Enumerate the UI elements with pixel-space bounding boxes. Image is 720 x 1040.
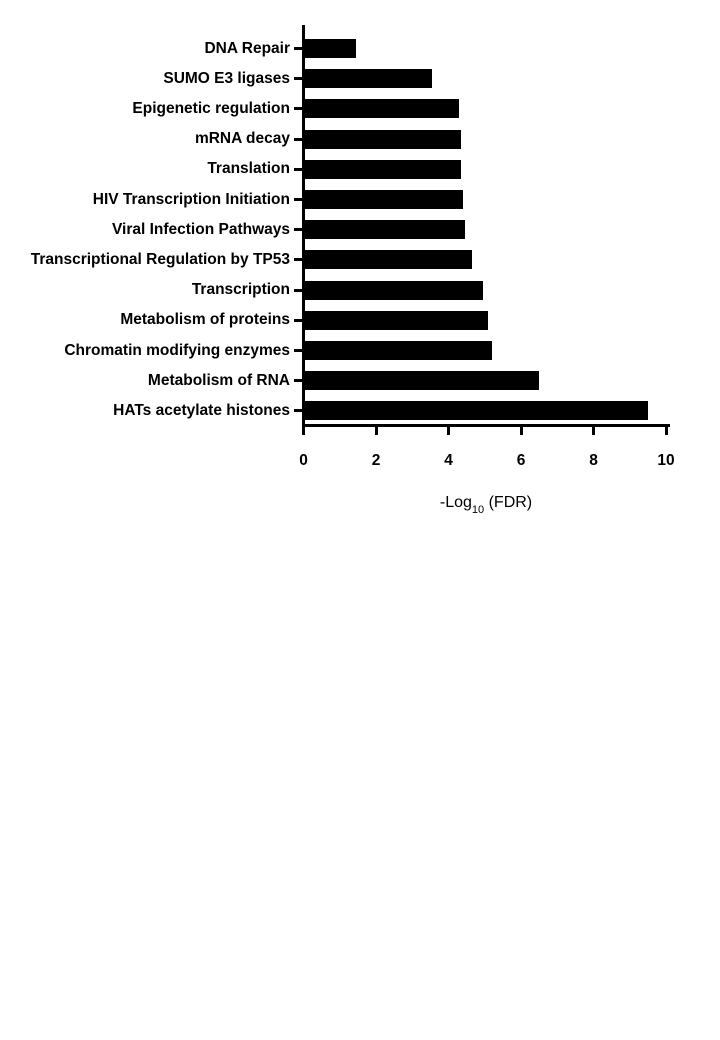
y-tick: [294, 137, 302, 141]
category-label: SUMO E3 ligases: [163, 69, 290, 87]
bar: [305, 371, 539, 391]
y-tick: [294, 107, 302, 111]
bar: [305, 129, 461, 149]
category-label: Viral Infection Pathways: [111, 220, 290, 238]
bar: [305, 220, 465, 240]
category-label: Chromatin modifying enzymes: [64, 341, 290, 359]
bar: [305, 280, 483, 300]
bar: [305, 310, 489, 330]
x-tick: [302, 427, 305, 435]
category-label: Translation: [207, 160, 290, 178]
x-tick-label: 4: [444, 452, 453, 469]
category-label: Transcription: [191, 281, 290, 299]
category-label: Metabolism of proteins: [120, 311, 290, 329]
y-tick: [294, 258, 302, 262]
x-tick: [664, 427, 668, 435]
bar: [305, 69, 432, 89]
y-tick: [294, 318, 302, 322]
y-tick: [294, 288, 302, 292]
x-tick: [447, 427, 450, 435]
category-label: DNA Repair: [204, 39, 290, 57]
y-tick: [294, 379, 302, 383]
category-label: HATs acetylate histones: [113, 401, 290, 419]
x-axis-title-prefix: -Log: [439, 494, 472, 511]
bar: [305, 99, 460, 119]
bar: [305, 401, 648, 421]
bar: [305, 190, 463, 209]
category-label: Epigenetic regulation: [132, 99, 290, 117]
y-tick: [294, 198, 302, 201]
category-label: mRNA decay: [194, 130, 290, 148]
y-tick: [294, 228, 302, 232]
y-tick: [294, 47, 302, 50]
x-axis-title-suffix: (FDR): [484, 494, 533, 511]
bar-chart: DNA Repair SUMO E3 ligases Epigenetic regu…: [30, 25, 675, 517]
x-tick: [519, 427, 523, 435]
x-tick-label: 2: [371, 452, 381, 469]
y-tick: [294, 77, 302, 81]
bar: [305, 250, 472, 270]
y-tick: [294, 409, 302, 413]
y-tick: [294, 167, 302, 171]
x-tick-label: 10: [657, 452, 675, 469]
x-tick-label: 8: [589, 452, 598, 469]
category-label: HIV Transcription Initiation: [92, 190, 290, 208]
x-tick-label: 0: [299, 452, 308, 469]
bar: [305, 159, 461, 179]
category-label: Transcriptional Regulation by TP53: [30, 250, 290, 268]
x-tick: [374, 427, 378, 435]
y-tick: [294, 349, 302, 352]
bar: [305, 39, 356, 58]
category-label: Metabolism of RNA: [147, 371, 290, 389]
x-tick: [592, 427, 595, 435]
bar: [305, 341, 492, 360]
x-axis-title: -Log10 (FDR): [302, 492, 670, 517]
x-tick-label: 6: [516, 452, 526, 469]
x-axis-line: [302, 424, 670, 427]
x-axis-title-subscript: 10: [471, 504, 485, 517]
y-axis-line: [302, 25, 305, 427]
